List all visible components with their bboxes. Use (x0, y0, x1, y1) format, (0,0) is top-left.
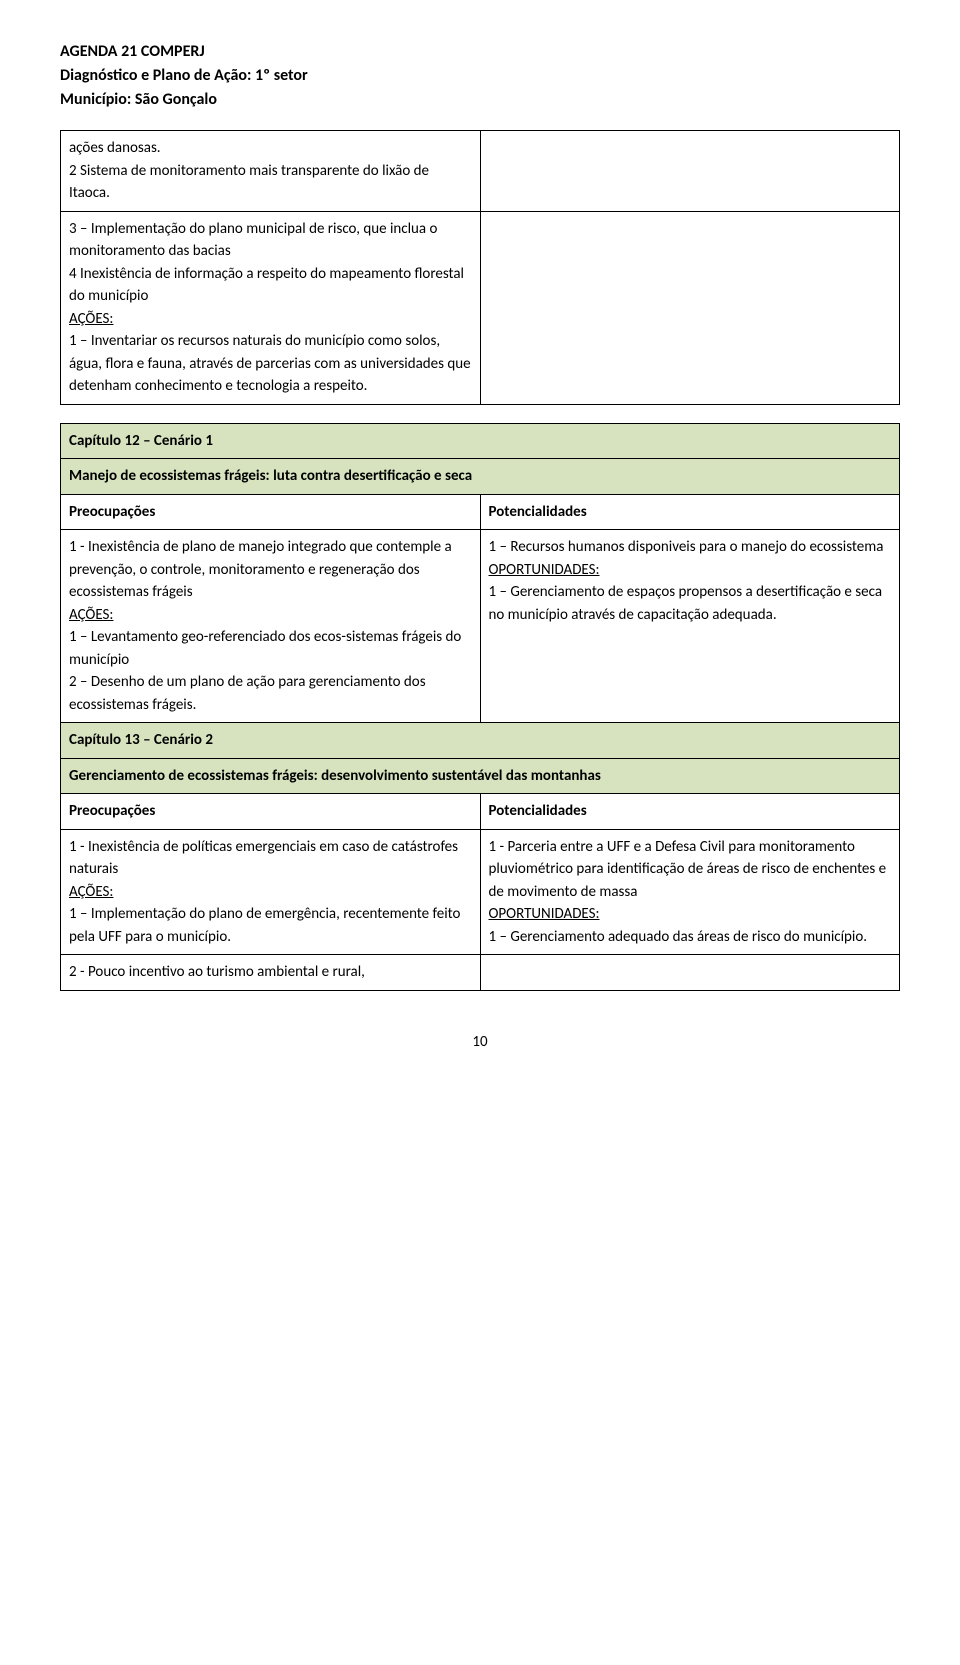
ch12-r-op: OPORTUNIDADES: (489, 559, 892, 582)
top-row2-left: 3 – Implementação do plano municipal de … (61, 211, 481, 404)
ch12-l-p2: 1 – Levantamento geo-referenciado dos ec… (69, 626, 472, 671)
page-number: 10 (60, 1031, 900, 1054)
ch13-row1-left: 1 - Inexistência de políticas emergencia… (61, 829, 481, 955)
ch12-right-cell: 1 – Recursos humanos disponiveis para o … (480, 530, 900, 723)
header-line-2: Diagnóstico e Plano de Ação: 1º setor (60, 64, 900, 88)
chapter-table: Capítulo 12 – Cenário 1 Manejo de ecossi… (60, 423, 900, 991)
top-r2l-p2: 4 Inexistência de informação a respeito … (69, 263, 472, 308)
top-row2-right (480, 211, 900, 404)
ch13-r1l-p2: 1 – Implementação do plano de emergência… (69, 903, 472, 948)
ch12-col-left: Preocupações (61, 494, 481, 530)
header-line-1: AGENDA 21 COMPERJ (60, 40, 900, 64)
ch12-l-p3: 2 – Desenho de um plano de ação para ger… (69, 671, 472, 716)
top-r2l-acoes: AÇÕES: (69, 308, 472, 331)
top-table: ações danosas. 2 Sistema de monitorament… (60, 130, 900, 405)
ch12-l-p1: 1 - Inexistência de plano de manejo inte… (69, 536, 472, 604)
ch13-title: Capítulo 13 – Cenário 2 (61, 723, 900, 759)
ch13-subtitle: Gerenciamento de ecossistemas frágeis: d… (61, 758, 900, 794)
ch12-subtitle: Manejo de ecossistemas frágeis: luta con… (61, 459, 900, 495)
ch13-row2-left: 2 - Pouco incentivo ao turismo ambiental… (61, 955, 481, 991)
ch13-row1-right: 1 - Parceria entre a UFF e a Defesa Civi… (480, 829, 900, 955)
ch13-r1l-p1: 1 - Inexistência de políticas emergencia… (69, 836, 472, 881)
ch12-title: Capítulo 12 – Cenário 1 (61, 423, 900, 459)
ch12-r-p2: 1 – Gerenciamento de espaços propensos a… (489, 581, 892, 626)
ch13-r1r-p2: 1 – Gerenciamento adequado das áreas de … (489, 926, 892, 949)
ch13-r1l-acoes: AÇÕES: (69, 881, 472, 904)
ch12-col-right: Potencialidades (480, 494, 900, 530)
top-r2l-p3: 1 – Inventariar os recursos naturais do … (69, 330, 472, 398)
ch12-r-p1: 1 – Recursos humanos disponiveis para o … (489, 536, 892, 559)
document-header: AGENDA 21 COMPERJ Diagnóstico e Plano de… (60, 40, 900, 112)
top-row1-left: ações danosas. 2 Sistema de monitorament… (61, 131, 481, 212)
ch13-row2-right (480, 955, 900, 991)
top-row1-right (480, 131, 900, 212)
ch13-r2l-p1: 2 - Pouco incentivo ao turismo ambiental… (69, 961, 472, 984)
top-r1l-p2: 2 Sistema de monitoramento mais transpar… (69, 160, 472, 205)
top-r1l-p1: ações danosas. (69, 137, 472, 160)
ch12-left-cell: 1 - Inexistência de plano de manejo inte… (61, 530, 481, 723)
ch13-r1r-p1: 1 - Parceria entre a UFF e a Defesa Civi… (489, 836, 892, 904)
ch12-l-acoes: AÇÕES: (69, 604, 472, 627)
ch13-col-right: Potencialidades (480, 794, 900, 830)
header-line-3: Município: São Gonçalo (60, 88, 900, 112)
top-r2l-p1: 3 – Implementação do plano municipal de … (69, 218, 472, 263)
ch13-r1r-op: OPORTUNIDADES: (489, 903, 892, 926)
ch13-col-left: Preocupações (61, 794, 481, 830)
